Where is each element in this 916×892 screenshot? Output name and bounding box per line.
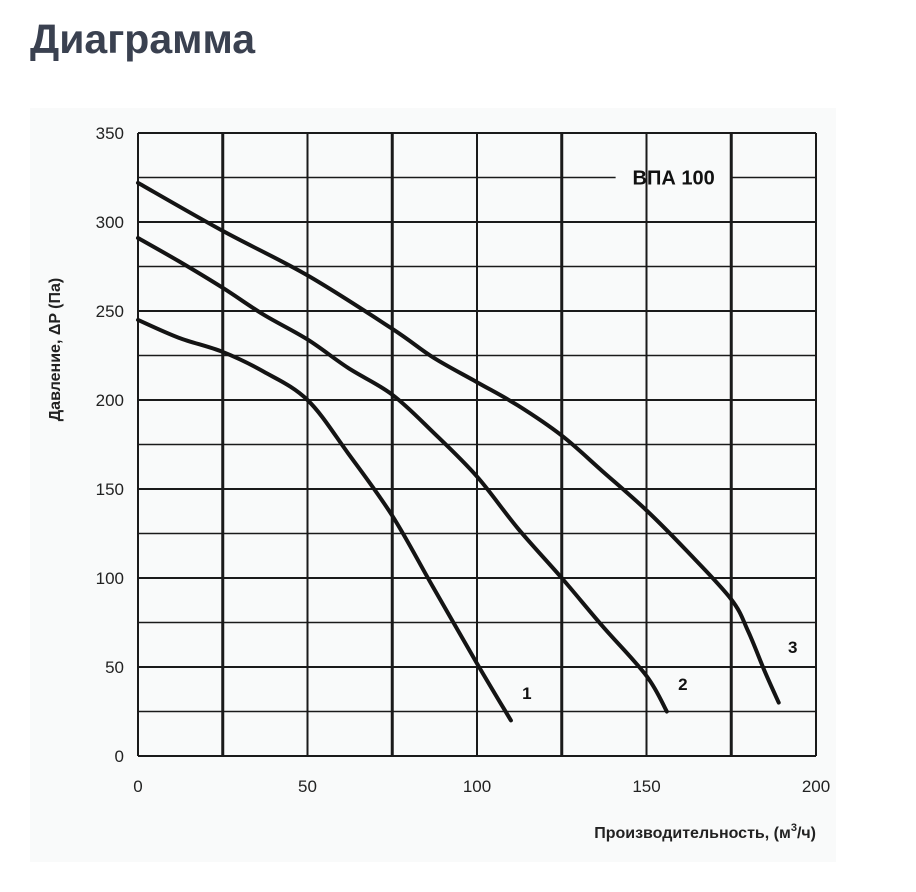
y-tick-label: 250 — [96, 302, 124, 321]
y-tick-label: 50 — [105, 658, 124, 677]
series-1-line — [136, 317, 513, 723]
series-3-label: 3 — [788, 638, 797, 657]
y-tick-label: 0 — [115, 747, 124, 766]
x-tick-label: 200 — [802, 777, 830, 796]
y-axis-title: Давление, ΔP (Па) — [47, 278, 64, 421]
y-tick-label: 350 — [96, 124, 124, 143]
x-tick-label: 50 — [298, 777, 317, 796]
chart-panel: 0 50 100 150 200 0 50 100 150 200 250 300 350 1 2 3 ВП… — [30, 108, 836, 862]
y-tick-label: 100 — [96, 569, 124, 588]
model-label: ВПА 100 — [633, 168, 715, 190]
x-tick-label: 100 — [463, 777, 491, 796]
y-tick-label: 300 — [96, 213, 124, 232]
x-axis-title: Производительность, (м3/ч) — [594, 822, 816, 842]
series-1-label: 1 — [522, 684, 531, 703]
y-tick-label: 200 — [96, 391, 124, 410]
series-2-line — [136, 236, 669, 714]
series-2-label: 2 — [678, 675, 687, 694]
page-title: Диаграмма — [30, 16, 256, 62]
pressure-flow-chart: 0 50 100 150 200 0 50 100 150 200 250 300 350 1 2 3 ВП… — [47, 124, 831, 842]
y-tick-label: 150 — [96, 480, 124, 499]
chart-series — [136, 180, 781, 723]
series-3-line — [136, 180, 781, 705]
x-tick-label: 0 — [133, 777, 142, 796]
x-tick-label: 150 — [632, 777, 660, 796]
chart-tick-labels: 0 50 100 150 200 0 50 100 150 200 250 300 350 — [96, 124, 831, 796]
chart-grid — [137, 132, 817, 757]
chart-series-labels: 1 2 3 — [522, 638, 797, 703]
